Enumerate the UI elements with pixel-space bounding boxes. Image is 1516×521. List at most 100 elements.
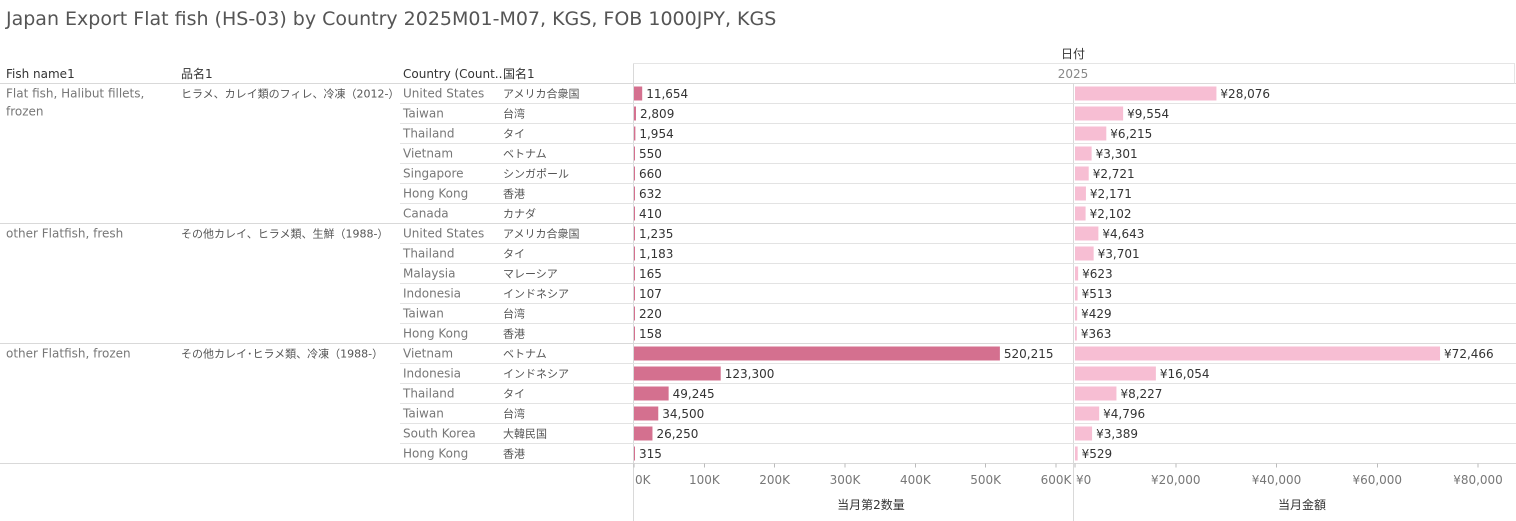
- value-bar[interactable]: [1075, 266, 1079, 281]
- kokumei-label: 香港: [503, 188, 525, 201]
- quantity-bar[interactable]: [634, 246, 635, 261]
- value-bar[interactable]: [1075, 206, 1086, 221]
- value-bar[interactable]: [1075, 386, 1117, 401]
- value-bar[interactable]: [1075, 286, 1078, 301]
- kokumei-label: カナダ: [503, 207, 536, 221]
- kokumei-label: タイ: [503, 128, 525, 141]
- quantity-bar[interactable]: [634, 366, 721, 381]
- quantity-bar[interactable]: [634, 166, 635, 181]
- quantity-bar[interactable]: [634, 126, 636, 141]
- group-hinmei: その他カレイ･ヒラメ類、冷凍（1988-）: [181, 348, 383, 361]
- value-bar[interactable]: [1075, 406, 1100, 421]
- quantity-bar[interactable]: [634, 206, 635, 221]
- quantity-bar[interactable]: [634, 406, 659, 421]
- quantity-data-label: 158: [639, 327, 662, 341]
- value-data-label: ¥623: [1082, 267, 1113, 281]
- country-label: Indonesia: [403, 367, 461, 381]
- quantity-bar[interactable]: [634, 146, 635, 161]
- value-bar[interactable]: [1075, 146, 1092, 161]
- value-axis-tick-label: ¥80,000: [1453, 473, 1503, 487]
- kokumei-label: アメリカ合衆国: [503, 87, 579, 101]
- value-bar[interactable]: [1075, 126, 1107, 141]
- value-bar[interactable]: [1075, 106, 1124, 121]
- quantity-axis-tick-label: 0K: [635, 473, 652, 487]
- value-axis-tick-label: ¥60,000: [1352, 473, 1402, 487]
- value-bar[interactable]: [1075, 166, 1089, 181]
- kokumei-label: ベトナム: [503, 348, 547, 361]
- country-label: United States: [403, 227, 484, 241]
- quantity-axis-tick-label: 400K: [900, 473, 932, 487]
- country-label: Vietnam: [403, 347, 453, 361]
- value-data-label: ¥9,554: [1127, 107, 1169, 121]
- country-label: Hong Kong: [403, 327, 468, 341]
- quantity-data-label: 550: [639, 147, 662, 161]
- value-axis-tick-label: ¥20,000: [1151, 473, 1201, 487]
- value-bar[interactable]: [1075, 346, 1441, 361]
- quantity-bar[interactable]: [634, 346, 1000, 361]
- quantity-data-label: 2,809: [640, 107, 674, 121]
- value-bar[interactable]: [1075, 246, 1094, 261]
- kokumei-label: アメリカ合衆国: [503, 227, 579, 241]
- country-label: Singapore: [403, 167, 464, 181]
- year-header: 2025: [1058, 67, 1089, 81]
- quantity-axis-tick-label: 200K: [759, 473, 791, 487]
- value-data-label: ¥363: [1081, 327, 1112, 341]
- quantity-bar[interactable]: [634, 446, 635, 461]
- value-bar[interactable]: [1075, 226, 1099, 241]
- quantity-bar[interactable]: [634, 286, 635, 301]
- quantity-bar[interactable]: [634, 86, 643, 101]
- quantity-data-label: 26,250: [656, 427, 698, 441]
- quantity-bar[interactable]: [634, 186, 635, 201]
- kokumei-label: 香港: [503, 448, 525, 461]
- value-bar[interactable]: [1075, 186, 1086, 201]
- kokumei-label: インドネシア: [503, 368, 569, 381]
- kokumei-label: マレーシア: [503, 268, 558, 281]
- group-fish-name: other Flatfish, frozen: [6, 347, 131, 361]
- country-label: Indonesia: [403, 287, 461, 301]
- quantity-data-label: 315: [639, 447, 662, 461]
- quantity-data-label: 1,183: [639, 247, 673, 261]
- kokumei-label: 大韓民国: [503, 427, 547, 441]
- quantity-data-label: 410: [639, 207, 662, 221]
- quantity-data-label: 1,235: [639, 227, 673, 241]
- value-data-label: ¥529: [1082, 447, 1113, 461]
- group-hinmei: その他カレイ、ヒラメ類、生鮮（1988-）: [181, 227, 388, 241]
- value-bar[interactable]: [1075, 326, 1077, 341]
- quantity-axis-tick-label: 600K: [1041, 473, 1073, 487]
- quantity-bar[interactable]: [634, 106, 636, 121]
- kokumei-label: ベトナム: [503, 148, 547, 161]
- value-data-label: ¥2,721: [1093, 167, 1135, 181]
- value-data-label: ¥513: [1082, 287, 1113, 301]
- quantity-data-label: 220: [639, 307, 662, 321]
- quantity-bar[interactable]: [634, 266, 635, 281]
- value-bar[interactable]: [1075, 426, 1093, 441]
- value-bar[interactable]: [1075, 306, 1078, 321]
- quantity-data-label: 1,954: [639, 127, 673, 141]
- date-header: 日付: [1061, 47, 1085, 61]
- group-fish-name: frozen: [6, 105, 44, 119]
- value-data-label: ¥4,796: [1103, 407, 1145, 421]
- quantity-bar[interactable]: [634, 226, 635, 241]
- quantity-bar[interactable]: [634, 426, 653, 441]
- quantity-bar[interactable]: [634, 326, 635, 341]
- kokumei-label: インドネシア: [503, 288, 569, 301]
- chart-title: Japan Export Flat fish (HS-03) by Countr…: [6, 8, 777, 30]
- value-bar[interactable]: [1075, 446, 1078, 461]
- quantity-data-label: 165: [639, 267, 662, 281]
- value-axis-title: 当月金額: [1278, 497, 1326, 512]
- quantity-axis-tick-label: 100K: [689, 473, 721, 487]
- value-data-label: ¥8,227: [1120, 387, 1162, 401]
- country-label: Taiwan: [402, 107, 444, 121]
- country-label: Hong Kong: [403, 447, 468, 461]
- kokumei-label: 台湾: [503, 107, 525, 121]
- value-bar[interactable]: [1075, 366, 1156, 381]
- country-label: Taiwan: [402, 307, 444, 321]
- value-bar[interactable]: [1075, 86, 1217, 101]
- column-header-kokumei: 国名1: [503, 66, 535, 81]
- quantity-axis-tick-label: 300K: [830, 473, 862, 487]
- quantity-bar[interactable]: [634, 306, 635, 321]
- quantity-bar[interactable]: [634, 386, 669, 401]
- quantity-data-label: 49,245: [673, 387, 715, 401]
- quantity-data-label: 520,215: [1004, 347, 1054, 361]
